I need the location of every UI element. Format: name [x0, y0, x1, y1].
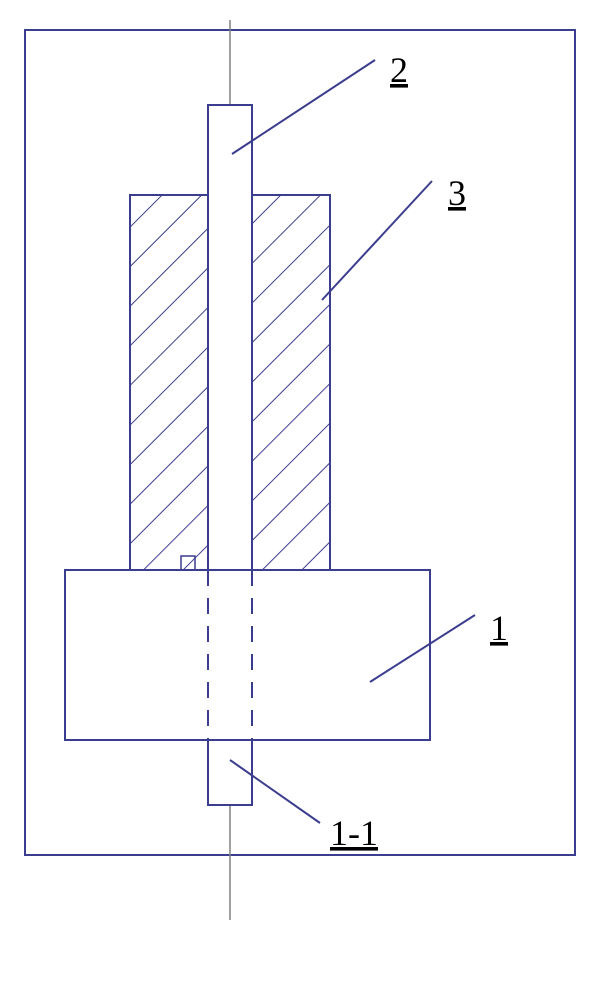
leader-3	[322, 181, 432, 300]
shaft-upper	[208, 105, 252, 570]
label-2: 2	[390, 50, 408, 90]
base-block	[65, 570, 430, 740]
leader-2	[232, 60, 375, 154]
label-1-1: 1-1	[330, 813, 378, 853]
hatched-block-right	[252, 195, 330, 570]
hatched-block-left	[130, 195, 208, 570]
label-1: 1	[490, 608, 508, 648]
shaft-lower	[208, 740, 252, 805]
engineering-diagram: 2 3 1 1-1	[0, 0, 600, 1000]
label-3: 3	[448, 173, 466, 213]
